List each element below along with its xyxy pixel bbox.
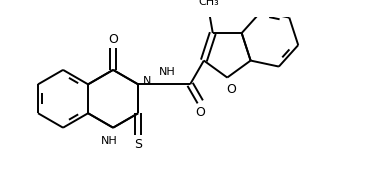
Text: S: S bbox=[134, 137, 142, 150]
Text: NH: NH bbox=[101, 136, 118, 146]
Text: CH₃: CH₃ bbox=[199, 0, 220, 7]
Text: O: O bbox=[195, 106, 205, 119]
Text: O: O bbox=[108, 33, 118, 46]
Text: N: N bbox=[143, 76, 151, 86]
Text: O: O bbox=[226, 83, 236, 96]
Text: NH: NH bbox=[159, 67, 175, 77]
